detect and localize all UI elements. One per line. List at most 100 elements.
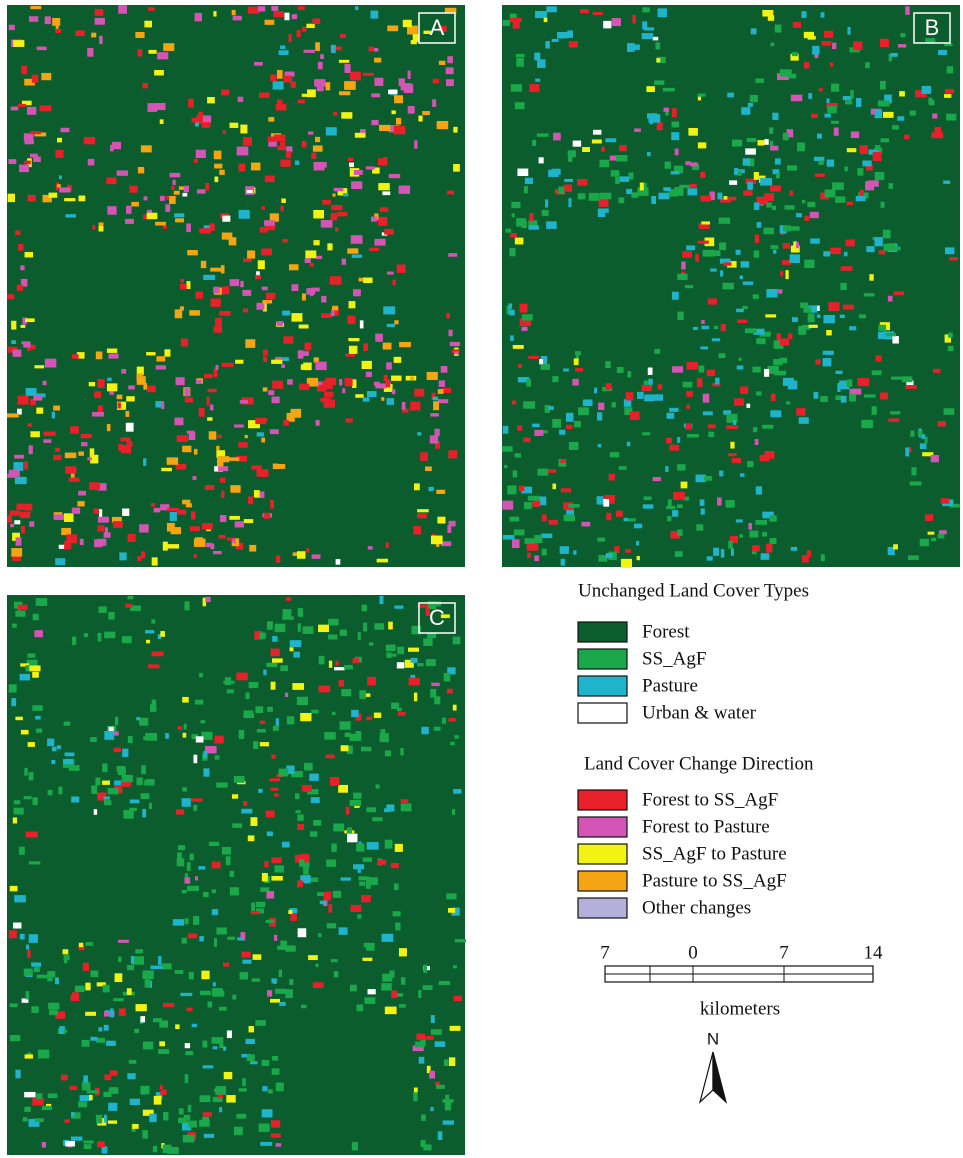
land-patch (275, 989, 286, 994)
land-patch (518, 364, 522, 368)
land-patch (31, 962, 41, 966)
land-patch (107, 378, 112, 381)
land-patch (145, 979, 151, 987)
land-patch (220, 515, 226, 522)
land-patch (235, 360, 243, 364)
land-patch (82, 1040, 90, 1047)
legend-label: Forest to SS_AgF (642, 789, 778, 810)
scale-label: 14 (864, 942, 884, 963)
land-patch (764, 369, 769, 377)
land-patch (845, 100, 852, 104)
land-patch (510, 233, 517, 237)
land-patch (644, 496, 652, 500)
land-patch (880, 392, 888, 399)
land-patch (240, 281, 243, 287)
land-patch (317, 892, 325, 896)
land-patch (642, 7, 649, 12)
land-patch (7, 474, 15, 478)
land-patch (229, 516, 240, 520)
land-patch (619, 466, 627, 470)
land-patch (650, 119, 654, 124)
land-patch (395, 923, 400, 931)
land-patch (832, 43, 836, 49)
land-patch (605, 138, 616, 142)
land-patch (266, 663, 277, 667)
land-patch (185, 1043, 190, 1048)
land-patch (726, 500, 735, 508)
land-patch (61, 128, 70, 132)
land-patch (121, 369, 126, 374)
land-patch (872, 370, 882, 375)
land-patch (119, 552, 126, 560)
land-patch (865, 181, 874, 190)
land-patch (509, 517, 519, 522)
land-patch (324, 392, 333, 398)
land-patch (21, 325, 26, 328)
land-patch (118, 940, 129, 943)
land-patch (789, 191, 793, 196)
land-patch (658, 384, 662, 389)
land-patch (182, 938, 187, 944)
land-patch (433, 79, 439, 84)
land-patch (697, 94, 705, 97)
land-patch (880, 39, 889, 47)
land-patch (17, 285, 23, 291)
land-patch (750, 95, 758, 102)
land-patch (435, 1041, 445, 1047)
land-patch (224, 1072, 233, 1079)
land-patch (569, 41, 578, 47)
land-patch (115, 973, 123, 982)
land-patch (92, 225, 95, 230)
land-patch (721, 549, 725, 558)
land-patch (227, 689, 234, 693)
land-patch (291, 313, 302, 322)
land-patch (339, 927, 348, 934)
land-patch (374, 239, 385, 246)
land-patch (193, 805, 197, 811)
land-patch (55, 29, 61, 33)
land-patch (15, 717, 23, 721)
legend-swatch (578, 790, 627, 810)
land-patch (324, 400, 335, 408)
land-patch (410, 377, 414, 381)
land-patch (205, 183, 209, 191)
land-patch (835, 196, 845, 202)
land-patch (929, 100, 934, 105)
land-patch (734, 398, 744, 405)
land-patch (225, 677, 231, 685)
land-patch (250, 1061, 257, 1064)
land-patch (98, 517, 109, 523)
land-patch (902, 376, 912, 382)
land-patch (367, 677, 376, 686)
land-patch (832, 182, 844, 190)
land-patch (32, 797, 37, 805)
land-patch (24, 133, 34, 141)
map-background (7, 595, 465, 1155)
land-patch (81, 434, 92, 438)
land-patch (765, 314, 776, 317)
land-patch (849, 326, 856, 330)
land-patch (437, 121, 449, 129)
land-patch (760, 455, 770, 461)
land-patch (366, 166, 375, 169)
land-patch (122, 749, 128, 757)
land-patch (712, 338, 720, 341)
land-patch (200, 991, 211, 995)
land-patch (414, 1088, 418, 1093)
land-patch (23, 342, 30, 348)
land-patch (341, 689, 351, 696)
land-patch (644, 394, 654, 401)
land-patch (271, 1120, 280, 1127)
land-patch (213, 369, 217, 377)
arrow-right (713, 1052, 726, 1102)
land-patch (435, 429, 440, 436)
land-patch (310, 831, 317, 836)
land-patch (313, 240, 319, 245)
land-patch (549, 406, 554, 410)
land-patch (104, 1075, 111, 1081)
land-patch (450, 742, 455, 745)
land-patch (875, 110, 882, 119)
land-patch (389, 971, 394, 978)
land-patch (144, 971, 152, 975)
land-patch (581, 522, 590, 527)
